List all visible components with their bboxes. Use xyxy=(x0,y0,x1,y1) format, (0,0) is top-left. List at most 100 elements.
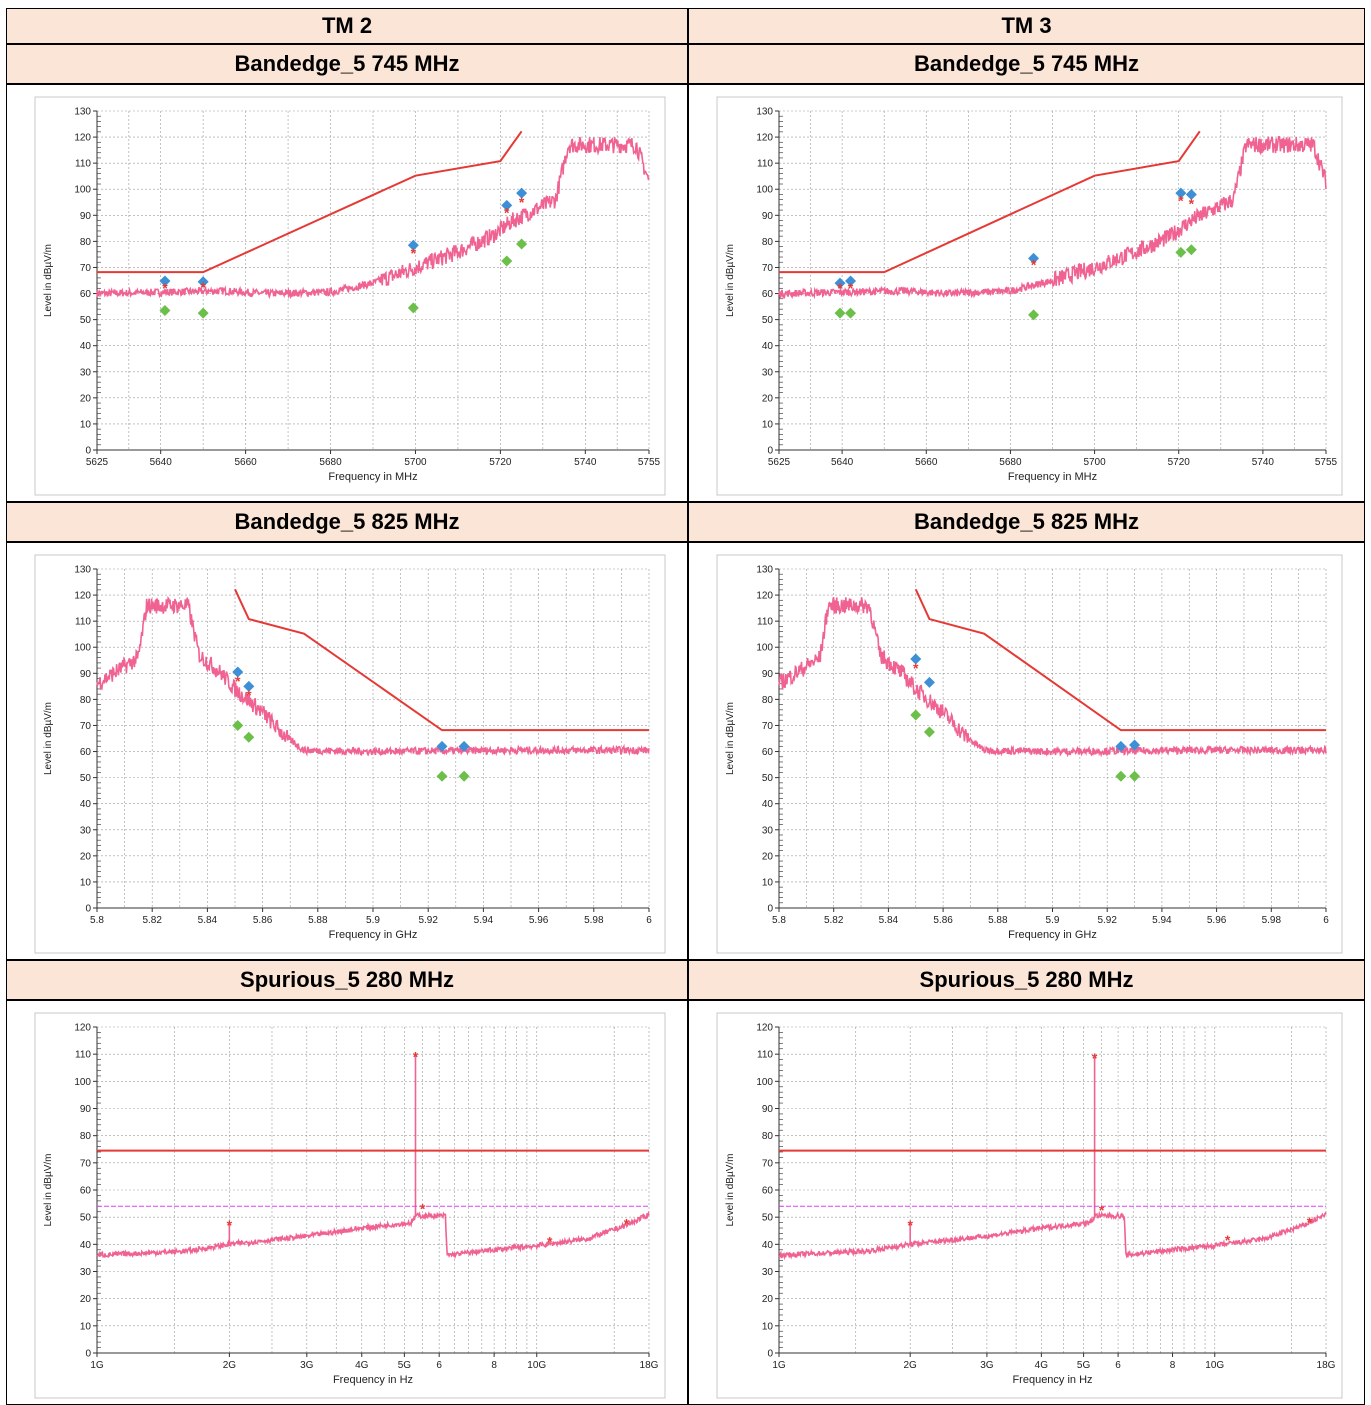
y-tick-label: 120 xyxy=(74,133,91,144)
y-tick-label: 70 xyxy=(80,1158,92,1169)
y-axis-label: Level in dBµV/m xyxy=(725,244,736,317)
average-marker xyxy=(436,770,448,782)
x-tick-label: 5.88 xyxy=(988,915,1008,926)
x-tick-label: 5.88 xyxy=(308,915,328,926)
x-axis-label: Frequency in MHz xyxy=(1008,471,1097,483)
column-header-tm3: TM 3 xyxy=(688,8,1365,44)
x-tick-label: 5.94 xyxy=(474,915,494,926)
y-tick-label: 10 xyxy=(762,877,774,888)
x-tick-label: 5700 xyxy=(1083,457,1106,468)
peak-marker xyxy=(1129,739,1141,751)
y-tick-label: 90 xyxy=(80,211,92,222)
average-marker xyxy=(197,307,209,319)
average-marker xyxy=(1185,244,1197,256)
x-tick-label: 5680 xyxy=(319,457,342,468)
y-tick-label: 20 xyxy=(762,851,774,862)
chart-frame xyxy=(716,1012,1343,1399)
x-tick-label: 18G xyxy=(640,1360,659,1371)
y-tick-label: 60 xyxy=(80,747,92,758)
y-tick-label: 10 xyxy=(80,419,92,430)
x-tick-label: 5G xyxy=(1077,1360,1091,1371)
x-tick-label: 5.82 xyxy=(824,915,844,926)
x-tick-label: 5.98 xyxy=(1262,915,1282,926)
x-tick-label: 5740 xyxy=(574,457,597,468)
panel-tm2-bandedge-745: 0 10 20 30 40 50 60 70 80 90 100 110 120 130 5625 5640 5… xyxy=(6,84,688,502)
y-tick-label: 50 xyxy=(80,315,92,326)
x-tick-label: 5680 xyxy=(999,457,1022,468)
x-tick-label: 5660 xyxy=(234,457,257,468)
y-tick-label: 100 xyxy=(74,185,91,196)
y-tick-label: 80 xyxy=(80,237,92,248)
y-tick-label: 80 xyxy=(762,1131,774,1142)
y-tick-label: 110 xyxy=(757,617,773,628)
chart-frame xyxy=(34,1012,666,1399)
chart-tm2-bandedge-745: 0 10 20 30 40 50 60 70 80 90 100 110 120 130 5625 5640 5… xyxy=(34,96,666,496)
y-tick-label: 90 xyxy=(762,1104,774,1115)
y-tick-label: 40 xyxy=(80,341,92,352)
average-marker xyxy=(1115,770,1127,782)
x-tick-label: 5.96 xyxy=(1207,915,1227,926)
x-tick-label: 5.8 xyxy=(772,915,786,926)
y-tick-label: 110 xyxy=(75,617,91,628)
average-marker xyxy=(407,302,419,314)
x-tick-label: 5625 xyxy=(768,457,791,468)
star-marker: * xyxy=(411,245,417,261)
column-header-tm2: TM 2 xyxy=(6,8,688,44)
row-title-bandedge-825-tm2: Bandedge_5 825 MHz xyxy=(6,502,688,542)
average-marker xyxy=(834,307,846,319)
y-tick-label: 50 xyxy=(762,1213,774,1224)
y-axis-label: Level in dBµV/m xyxy=(725,1153,736,1226)
y-tick-label: 130 xyxy=(756,107,773,118)
measurement-trace xyxy=(778,596,1327,758)
y-tick-label: 100 xyxy=(756,185,773,196)
star-marker: * xyxy=(848,280,854,296)
star-marker: * xyxy=(1178,193,1184,209)
y-tick-label: 70 xyxy=(762,263,774,274)
y-tick-label: 120 xyxy=(756,133,773,144)
y-tick-label: 40 xyxy=(762,1240,774,1251)
y-axis-label: Level in dBµV/m xyxy=(43,1153,54,1226)
star-marker: * xyxy=(547,1233,553,1249)
y-tick-label: 110 xyxy=(75,1050,91,1061)
peak-marker xyxy=(516,187,528,199)
y-tick-label: 60 xyxy=(762,1186,774,1197)
row-title-bandedge-745-tm2: Bandedge_5 745 MHz xyxy=(6,44,688,84)
average-marker xyxy=(1175,246,1187,258)
peak-marker xyxy=(923,676,935,688)
y-tick-label: 80 xyxy=(80,1131,92,1142)
measurement-trace xyxy=(96,596,650,757)
y-tick-label: 120 xyxy=(756,1023,773,1034)
y-tick-label: 30 xyxy=(80,1267,92,1278)
x-tick-label: 3G xyxy=(980,1360,994,1371)
x-tick-label: 5.92 xyxy=(1097,915,1117,926)
row-title-spurious-tm2: Spurious_5 280 MHz xyxy=(6,960,688,1000)
peak-marker xyxy=(458,740,470,752)
star-marker: * xyxy=(246,687,252,703)
y-tick-label: 40 xyxy=(762,341,774,352)
y-tick-label: 40 xyxy=(80,799,92,810)
y-tick-label: 50 xyxy=(80,1213,92,1224)
peak-marker xyxy=(1185,188,1197,200)
y-tick-label: 80 xyxy=(762,695,774,706)
y-tick-label: 20 xyxy=(80,393,92,404)
y-tick-label: 100 xyxy=(756,643,773,654)
x-tick-label: 4G xyxy=(1035,1360,1049,1371)
y-tick-label: 70 xyxy=(762,1158,774,1169)
average-marker xyxy=(243,731,255,743)
measurement-trace xyxy=(96,1210,650,1260)
average-marker xyxy=(501,255,513,267)
peak-marker xyxy=(197,276,209,288)
x-tick-label: 5700 xyxy=(404,457,427,468)
y-tick-label: 70 xyxy=(80,721,92,732)
y-tick-label: 40 xyxy=(80,1240,92,1251)
y-tick-label: 0 xyxy=(85,1349,91,1360)
star-marker: * xyxy=(227,1217,233,1233)
y-tick-label: 60 xyxy=(80,289,92,300)
x-tick-label: 10G xyxy=(1205,1360,1224,1371)
y-tick-label: 0 xyxy=(85,446,91,457)
x-axis-label: Frequency in Hz xyxy=(333,1374,413,1386)
y-tick-label: 60 xyxy=(762,747,774,758)
y-tick-label: 0 xyxy=(767,1349,773,1360)
star-marker: * xyxy=(200,279,206,295)
chart-frame xyxy=(716,96,1343,496)
